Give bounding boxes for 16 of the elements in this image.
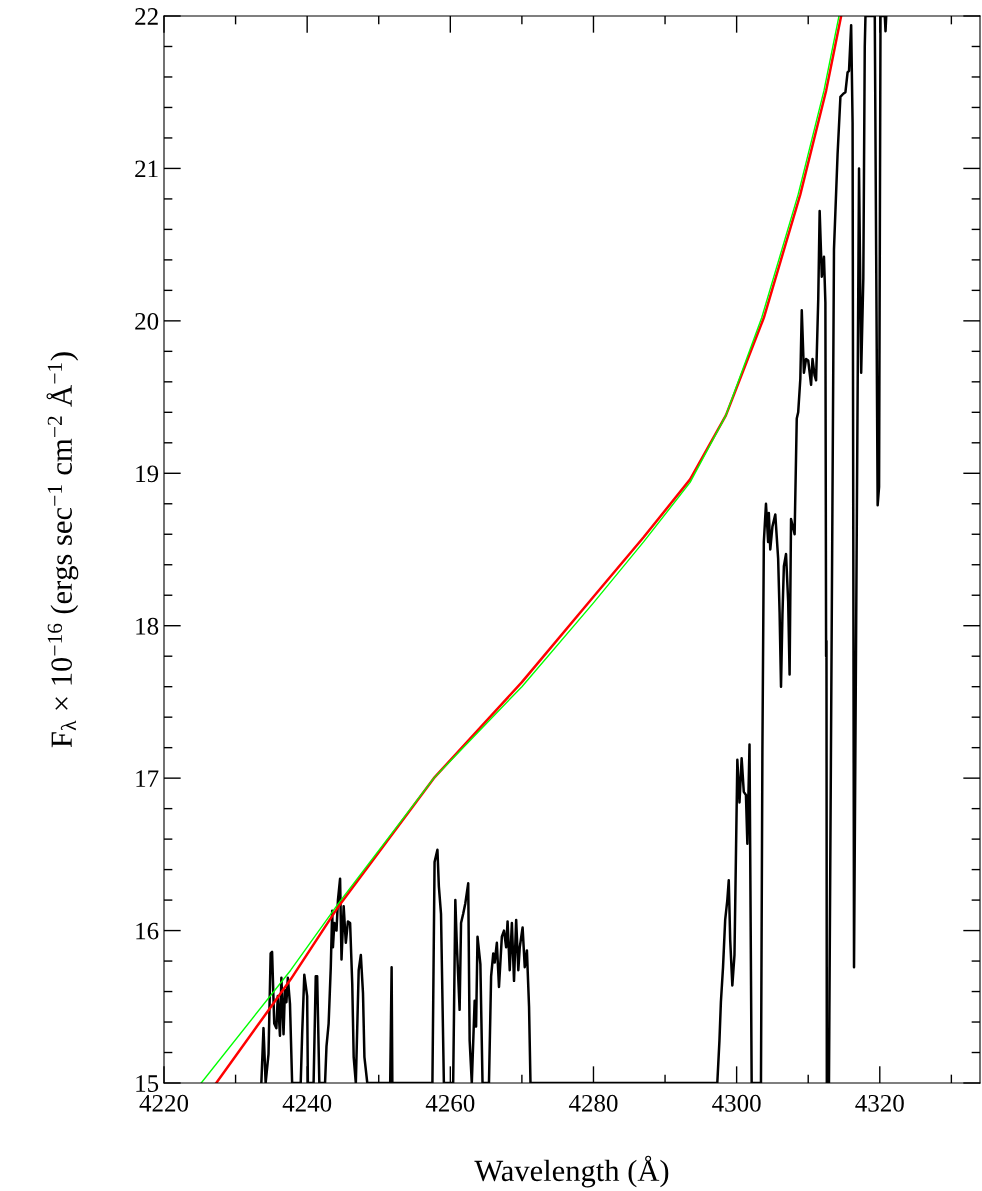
y-tick-label: 15 [136,1075,159,1092]
y-tick-label: 16 [136,922,159,940]
x-tick-label: 4220 [139,1094,189,1112]
x-axis-title: Wavelength (Å) [474,1155,669,1188]
x-tick-label: 4280 [568,1094,618,1112]
x-tick-label: 4300 [712,1094,761,1112]
y-tick-label: 19 [136,465,159,483]
y-tick-label: 20 [135,312,159,330]
x-tick-label: 4320 [855,1094,904,1112]
y-tick-label: 18 [136,617,159,635]
x-tick-label: 4240 [282,1094,332,1112]
y-tick-label: 17 [136,770,159,787]
y-tick-label: 21 [135,160,158,178]
x-tick-label: 4260 [425,1094,475,1112]
y-tick-label: 22 [135,8,158,25]
text: F$_{λ}$ × 10$^{−16}$ (ergs sec$^{−1}$ cm$^{−2}$ Å$^{−1}$) [46,352,79,748]
